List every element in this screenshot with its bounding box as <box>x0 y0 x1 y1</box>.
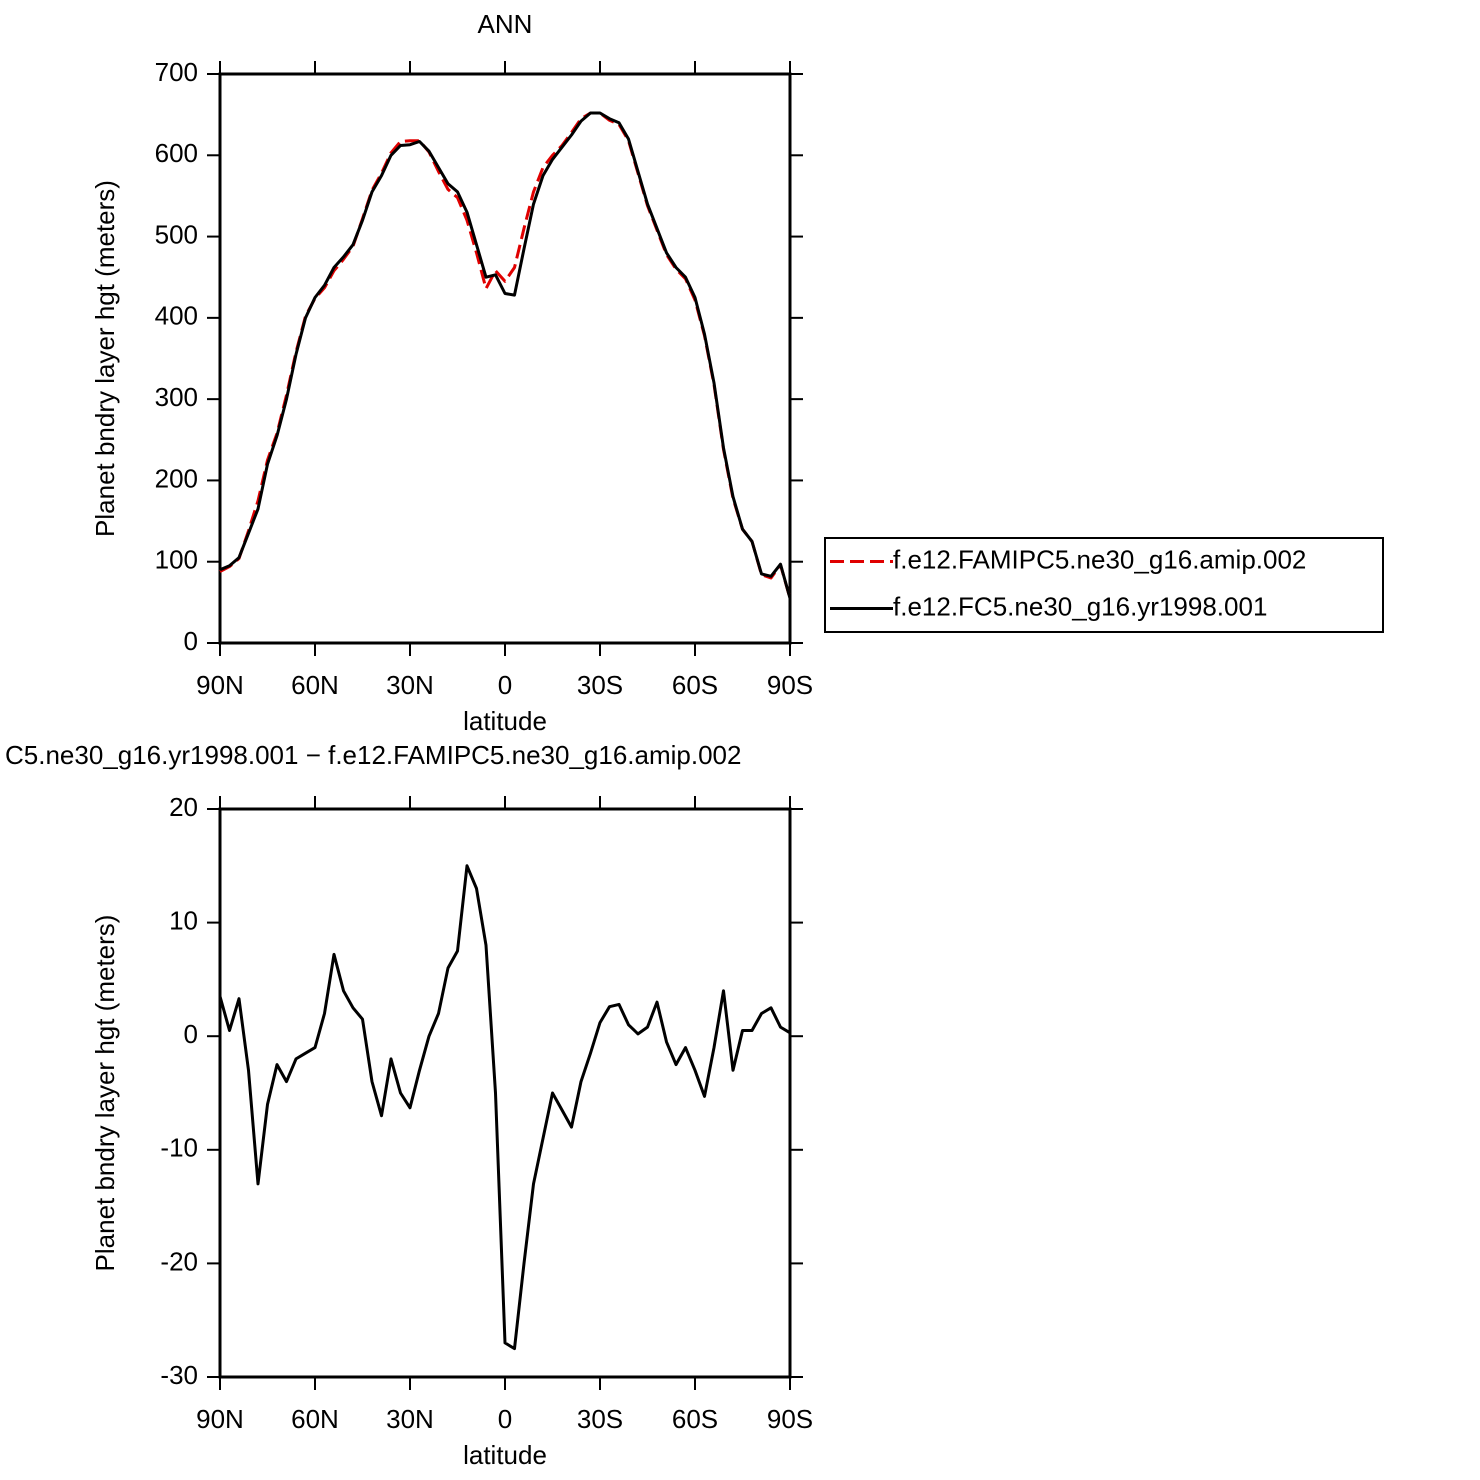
y-tick-label: -20 <box>160 1246 198 1276</box>
y-tick-label: 200 <box>155 463 198 493</box>
x-tick-label: 90S <box>767 670 813 700</box>
y-tick-label: 600 <box>155 138 198 168</box>
chart-title: C5.ne30_g16.yr1998.001 − f.e12.FAMIPC5.n… <box>5 740 741 770</box>
x-tick-label: 0 <box>498 670 512 700</box>
y-tick-label: 400 <box>155 301 198 331</box>
chart-title: ANN <box>478 9 533 39</box>
y-tick-label: 10 <box>169 905 198 935</box>
y-tick-label: 0 <box>184 1019 198 1049</box>
x-axis-label: latitude <box>463 1440 547 1470</box>
x-tick-label: 60S <box>672 670 718 700</box>
x-tick-label: 90N <box>196 1404 244 1434</box>
x-tick-label: 90N <box>196 670 244 700</box>
legend-label: f.e12.FC5.ne30_g16.yr1998.001 <box>893 591 1267 621</box>
y-tick-label: 500 <box>155 219 198 249</box>
data-line <box>219 111 792 599</box>
legend-box <box>824 537 1384 633</box>
data-line <box>219 111 792 599</box>
x-tick-label: 30N <box>386 1404 434 1434</box>
y-tick-label: 0 <box>184 626 198 656</box>
y-axis-label: Planet bndry layer hgt (meters) <box>90 180 120 537</box>
x-axis-label: latitude <box>463 706 547 736</box>
x-tick-label: 0 <box>498 1404 512 1434</box>
y-tick-label: -30 <box>160 1360 198 1390</box>
x-tick-label: 60N <box>291 1404 339 1434</box>
y-tick-label: -10 <box>160 1133 198 1163</box>
x-tick-label: 60S <box>672 1404 718 1434</box>
x-tick-label: 30S <box>577 1404 623 1434</box>
y-tick-label: 20 <box>169 792 198 822</box>
y-tick-label: 300 <box>155 382 198 412</box>
plot-frame <box>218 72 792 645</box>
x-tick-label: 90S <box>767 1404 813 1434</box>
x-tick-label: 30S <box>577 670 623 700</box>
y-tick-label: 100 <box>155 545 198 575</box>
data-line <box>218 864 791 1351</box>
legend-label: f.e12.FAMIPC5.ne30_g16.amip.002 <box>893 544 1306 574</box>
x-tick-label: 60N <box>291 670 339 700</box>
x-tick-label: 30N <box>386 670 434 700</box>
y-axis-label: Planet bndry layer hgt (meters) <box>90 915 120 1272</box>
y-tick-label: 700 <box>155 57 198 87</box>
